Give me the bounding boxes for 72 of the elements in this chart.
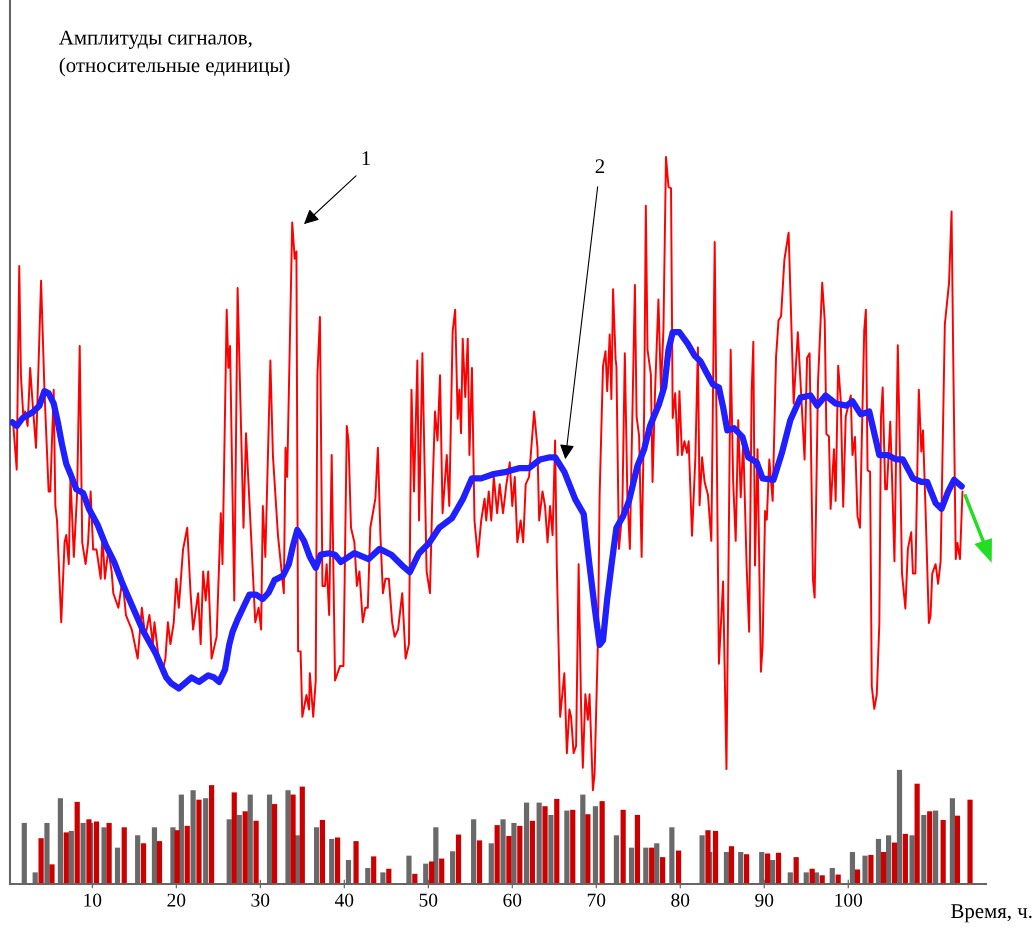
bar bbox=[554, 798, 560, 884]
bar bbox=[242, 811, 248, 884]
bar bbox=[902, 833, 908, 884]
bar bbox=[476, 840, 483, 884]
bar bbox=[914, 783, 920, 884]
bar bbox=[63, 832, 69, 884]
bar bbox=[880, 852, 887, 884]
x-tick-label: 40 bbox=[334, 893, 354, 907]
bar bbox=[634, 814, 641, 884]
bar bbox=[140, 843, 147, 884]
bar bbox=[290, 794, 296, 884]
bar bbox=[38, 838, 44, 884]
bar bbox=[765, 853, 771, 884]
bar bbox=[712, 830, 719, 884]
bar bbox=[793, 857, 799, 884]
bar bbox=[744, 854, 750, 884]
bar bbox=[106, 822, 112, 884]
bar bbox=[208, 785, 215, 884]
bar bbox=[891, 842, 898, 884]
x-tick-label: 70 bbox=[587, 893, 606, 907]
annotation: 1 bbox=[362, 151, 370, 166]
bar bbox=[455, 834, 462, 884]
bar bbox=[775, 852, 782, 884]
bar bbox=[675, 850, 682, 884]
bar bbox=[529, 820, 536, 884]
bar bbox=[353, 841, 359, 884]
bar bbox=[231, 792, 237, 884]
bar bbox=[196, 799, 202, 884]
x-tick-label: 100 bbox=[835, 893, 863, 907]
bar bbox=[299, 786, 305, 884]
x-tick-label: 90 bbox=[755, 893, 774, 907]
bar bbox=[620, 809, 626, 884]
bar bbox=[271, 804, 278, 884]
bar bbox=[967, 799, 973, 884]
bar bbox=[705, 830, 711, 884]
bar bbox=[429, 861, 435, 884]
bar bbox=[927, 811, 933, 884]
bar bbox=[371, 856, 377, 884]
bar bbox=[954, 815, 961, 884]
bar bbox=[868, 854, 874, 884]
bar bbox=[319, 820, 326, 884]
bar bbox=[253, 820, 259, 884]
bar bbox=[74, 801, 80, 884]
bar bbox=[334, 837, 341, 884]
bar bbox=[174, 830, 180, 884]
bar bbox=[649, 847, 655, 884]
bar bbox=[585, 814, 591, 884]
bar bbox=[439, 858, 445, 884]
bar bbox=[184, 825, 190, 884]
bar bbox=[940, 820, 946, 884]
bar bbox=[93, 821, 100, 884]
bar bbox=[542, 806, 548, 884]
y-axis-title: Амплитуды сигналов, (относительные единицы) bbox=[59, 30, 290, 77]
x-tick-label: 60 bbox=[503, 893, 522, 907]
x-tick-label: 80 bbox=[671, 893, 690, 907]
annotation: 2 bbox=[595, 159, 605, 174]
bar bbox=[517, 825, 523, 884]
bar bbox=[156, 841, 163, 884]
bar bbox=[49, 864, 55, 884]
bar bbox=[494, 825, 500, 884]
bar bbox=[854, 869, 861, 884]
x-tick-label: 20 bbox=[167, 893, 186, 907]
bar bbox=[570, 809, 576, 884]
x-axis-title: Время, ч. bbox=[951, 904, 1032, 923]
bar bbox=[506, 836, 512, 884]
bar bbox=[599, 801, 605, 884]
x-tick-label: 10 bbox=[84, 893, 102, 907]
x-tick-label: 50 bbox=[419, 893, 438, 907]
bar bbox=[660, 857, 666, 884]
x-tick-label: 30 bbox=[251, 893, 270, 907]
bar bbox=[121, 827, 127, 884]
bar bbox=[728, 846, 735, 884]
